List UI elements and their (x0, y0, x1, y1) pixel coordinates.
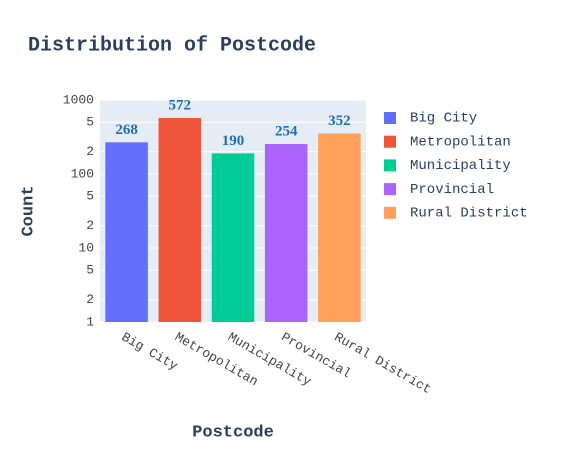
legend-label: Municipality (410, 158, 511, 174)
x-axis-title: Postcode (192, 423, 274, 442)
y-tick-label: 1 (86, 314, 94, 329)
legend-label: Big City (410, 111, 477, 127)
bar (211, 153, 255, 322)
bar (105, 142, 148, 322)
legend-label: Provincial (410, 182, 494, 198)
y-tick-label: 1000 (63, 92, 94, 107)
value-label: 572 (169, 97, 192, 113)
legend-swatch (384, 112, 396, 124)
bar (264, 144, 308, 322)
legend-swatch (384, 159, 396, 172)
y-tick-label: 100 (71, 166, 94, 181)
legend-swatch (384, 183, 396, 196)
y-tick-label: 5 (86, 189, 94, 204)
value-label: 190 (222, 133, 245, 149)
value-label: 352 (328, 113, 351, 129)
legend-swatch (384, 135, 396, 148)
bar (158, 117, 202, 322)
value-label: 254 (275, 123, 298, 139)
y-tick-label: 10 (78, 240, 94, 255)
bar (318, 133, 361, 322)
chart-title: Distribution of Postcode (28, 34, 316, 57)
x-tick-label: Big City (119, 329, 181, 373)
y-tick-label: 2 (86, 292, 94, 307)
y-tick-label: 2 (86, 144, 94, 159)
y-axis-title: Count (19, 185, 38, 236)
y-tick-label: 5 (86, 263, 94, 278)
value-label: 268 (115, 122, 138, 138)
legend-label: Metropolitan (410, 134, 511, 150)
legend-label: Rural District (410, 206, 528, 222)
x-tick-label: Rural District (332, 329, 434, 397)
legend-swatch (384, 206, 396, 219)
y-tick-label: 5 (86, 115, 94, 130)
y-tick-label: 2 (86, 218, 94, 233)
